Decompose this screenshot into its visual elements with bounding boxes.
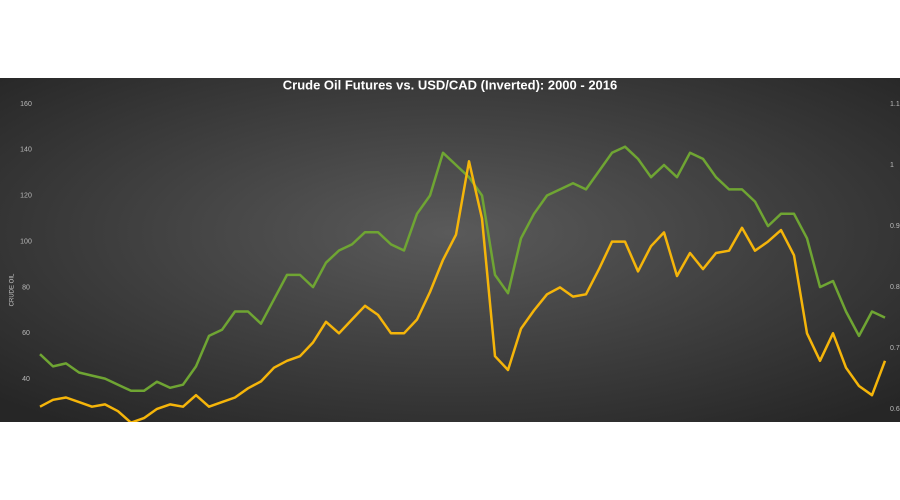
y-tick-label: 100 xyxy=(20,238,32,245)
y-axis-label: CRUDE OIL xyxy=(10,273,16,306)
y-tick-label: 60 xyxy=(22,330,30,337)
y-tick-label: 40 xyxy=(22,376,30,383)
y-tick-label: 20 xyxy=(22,422,30,429)
y2-tick-label: 0.9 xyxy=(890,223,900,230)
plot-area: 20 40 60 80 100 120 140 160 0.6 0.7 0.8 0.9 1 1.1 xyxy=(20,101,900,429)
y2-tick-label: 0.8 xyxy=(890,284,900,291)
y2-tick-label: 0.7 xyxy=(890,345,900,352)
y2-tick-label: 1 xyxy=(890,162,894,169)
chart-background xyxy=(0,78,900,422)
y-tick-label: 80 xyxy=(22,284,30,291)
y-tick-label: 160 xyxy=(20,101,32,108)
data-line xyxy=(39,145,886,393)
data-line xyxy=(39,160,887,422)
chart-title: Crude Oil Futures vs. USD/CAD (Inverted)… xyxy=(283,77,617,92)
y-tick-label: 120 xyxy=(20,193,32,200)
y2-tick-label: 1.1 xyxy=(890,101,900,108)
y-tick-label: 140 xyxy=(20,147,32,154)
y2-tick-label: 0.6 xyxy=(890,406,900,413)
